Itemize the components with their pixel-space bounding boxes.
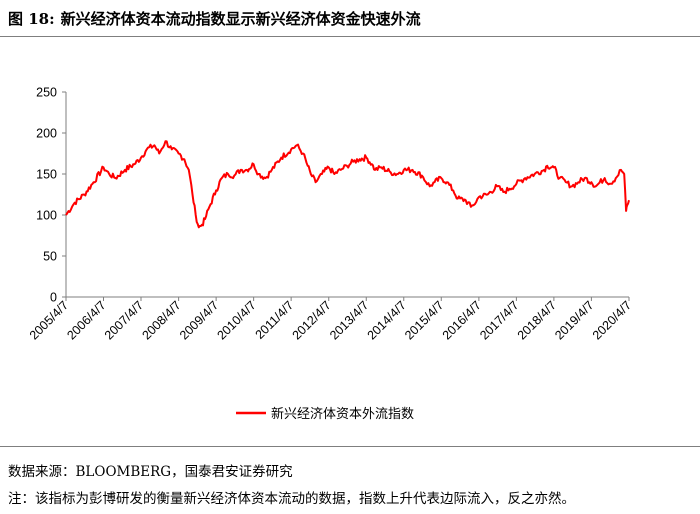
x-tick-label: 2018/4/7 [515, 298, 559, 342]
y-tick-label: 150 [36, 168, 57, 182]
figure-title-text: 新兴经济体资本流动指数显示新兴经济体资金快速外流 [60, 10, 421, 28]
x-tick-label: 2007/4/7 [102, 298, 146, 342]
x-tick-label: 2010/4/7 [214, 298, 258, 342]
y-tick-label: 50 [43, 250, 57, 264]
figure-title: 图 18: 新兴经济体资本流动指数显示新兴经济体资金快速外流 [8, 8, 421, 29]
footnote: 注：该指标为彭博研发的衡量新兴经济体资本流动的数据，指数上升代表边际流入，反之亦… [8, 491, 575, 507]
y-axis: 0 50 100 150 200 250 [36, 86, 67, 305]
x-tick-label: 2017/4/7 [477, 298, 521, 342]
x-tick-label: 2014/4/7 [365, 298, 409, 342]
y-tick-label: 250 [36, 86, 57, 100]
x-tick-label: 2005/4/7 [27, 298, 71, 342]
x-tick-label: 2012/4/7 [290, 298, 334, 342]
x-tick-label: 2019/4/7 [552, 298, 596, 342]
x-tick-label: 2011/4/7 [253, 298, 297, 342]
x-axis: 2005/4/72006/4/72007/4/72008/4/72009/4/7… [27, 296, 634, 343]
x-tick-label: 2006/4/7 [64, 298, 108, 342]
legend: 新兴经济体资本外流指数 [236, 406, 414, 422]
x-tick-label: 2009/4/7 [177, 298, 221, 342]
figure-label: 图 18: [8, 10, 55, 28]
x-tick-label: 2015/4/7 [402, 298, 446, 342]
line-chart: 0 50 100 150 200 250 2005/4/72006/4/72007/4/7… [27, 86, 634, 423]
series-line [65, 140, 630, 229]
legend-label: 新兴经济体资本外流指数 [271, 406, 414, 422]
bottom-divider [0, 446, 700, 447]
y-tick-label: 100 [36, 209, 57, 223]
x-tick-label: 2013/4/7 [327, 298, 371, 342]
x-tick-label: 2016/4/7 [440, 298, 484, 342]
x-tick-label: 2020/4/7 [590, 298, 634, 342]
y-tick-label: 0 [50, 291, 57, 305]
y-tick-label: 200 [36, 127, 57, 141]
plot-area [65, 140, 630, 229]
x-tick-label: 2008/4/7 [139, 298, 183, 342]
top-divider [0, 36, 700, 37]
source-note: 数据来源：BLOOMBERG，国泰君安证券研究 [8, 464, 293, 480]
